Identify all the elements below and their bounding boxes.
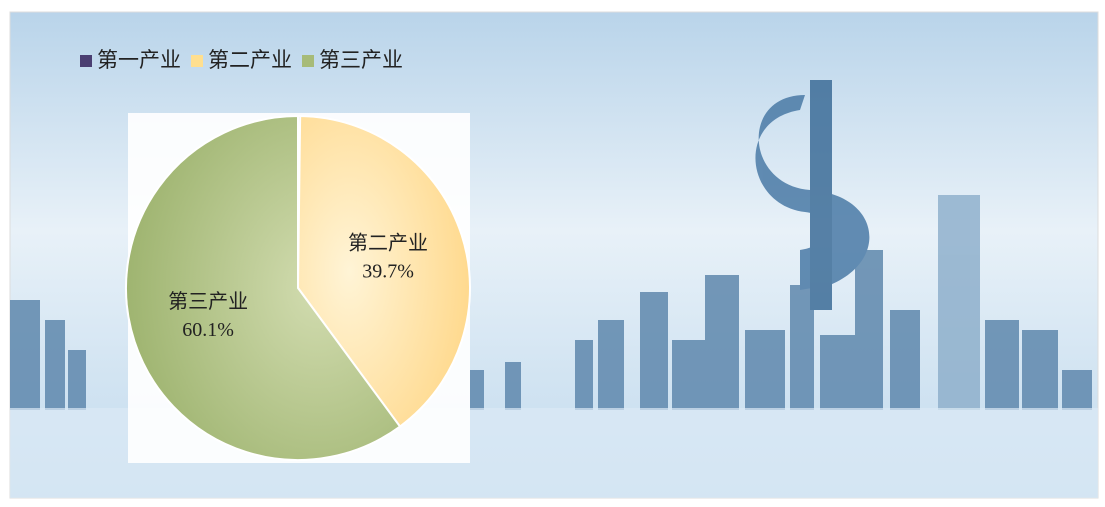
legend-swatch [191, 55, 203, 67]
legend-swatch [302, 55, 314, 67]
legend-swatch [80, 55, 92, 67]
legend-label: 第二产业 [208, 48, 292, 72]
legend: 第一产业 第二产业 第三产业 [80, 48, 403, 72]
city-decoration [10, 80, 1092, 410]
pie-slice [296, 115, 471, 428]
slice-value-label: 60.1% [182, 319, 234, 341]
slice-category-label: 第三产业 [168, 290, 248, 313]
slice-category-label: 第二产业 [348, 232, 428, 255]
legend-label: 第三产业 [319, 48, 403, 72]
pie-slice [125, 114, 402, 461]
legend-label: 第一产业 [97, 48, 181, 72]
slice-value-label: 39.7% [362, 261, 414, 283]
